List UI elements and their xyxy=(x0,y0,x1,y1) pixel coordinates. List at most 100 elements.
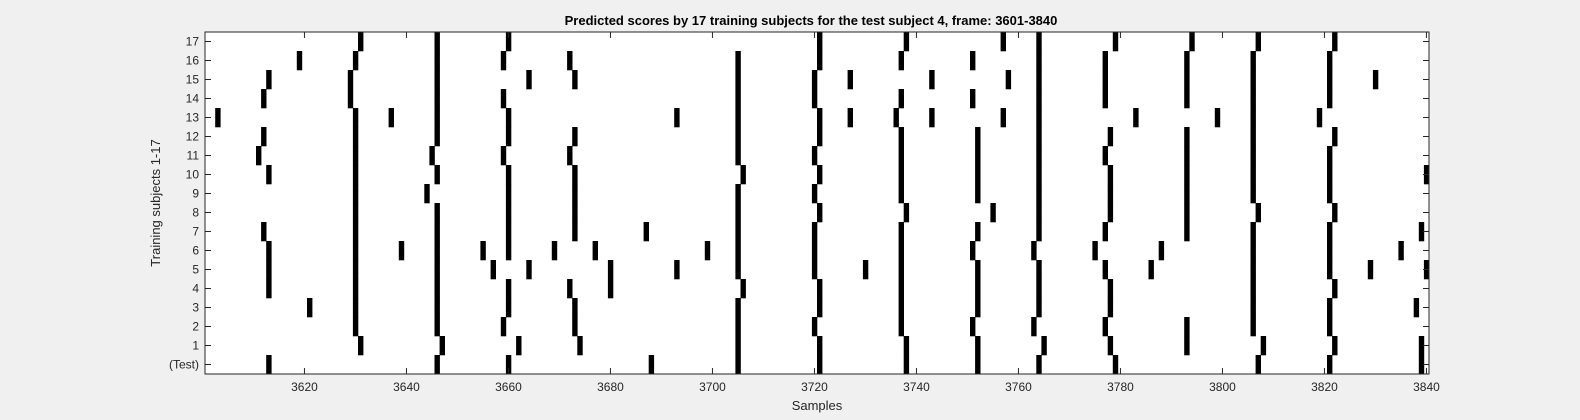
cell-row-9-1 xyxy=(424,184,430,204)
cell-row-10-11 xyxy=(1184,165,1190,185)
cell-row-9-2 xyxy=(505,184,512,204)
cell-row-11-11 xyxy=(1184,146,1190,166)
cell-row-8-7 xyxy=(990,203,996,223)
cell-row-5-10 xyxy=(898,260,904,280)
cell-row-6-12 xyxy=(970,241,976,261)
y-tick-label-5: 5 xyxy=(192,263,199,277)
cell-row-4-5 xyxy=(607,279,614,299)
cell-row-0-3 xyxy=(648,355,655,375)
cell-row-2-11 xyxy=(1250,317,1256,337)
y-tick-label-2: 2 xyxy=(192,320,199,334)
cell-row-16-10 xyxy=(1102,51,1108,71)
cell-row-4-10 xyxy=(1036,279,1042,299)
cell-row-6-3 xyxy=(434,241,440,261)
y-tick-label-9: 9 xyxy=(192,187,199,201)
y-tick-label-3: 3 xyxy=(192,301,199,315)
cell-row-9-9 xyxy=(1107,184,1114,204)
cell-row-17-9 xyxy=(1255,32,1261,52)
cell-row-10-1 xyxy=(352,165,359,185)
cell-row-1-9 xyxy=(1107,336,1114,356)
cell-row-6-16 xyxy=(1250,241,1256,261)
cell-row-16-12 xyxy=(1250,51,1256,71)
cell-row-9-0 xyxy=(352,184,359,204)
y-tick-label-17: 17 xyxy=(186,35,200,49)
cell-row-13-11 xyxy=(1000,108,1006,128)
cell-row-12-7 xyxy=(898,127,904,147)
cell-row-15-6 xyxy=(811,70,818,90)
cell-row-12-8 xyxy=(975,127,981,147)
cell-row-5-4 xyxy=(526,260,532,280)
cell-row-11-2 xyxy=(429,146,435,166)
y-tick-label-10: 10 xyxy=(186,168,200,182)
cell-row-16-1 xyxy=(352,51,359,71)
cell-row-10-5 xyxy=(740,165,746,185)
cell-row-12-5 xyxy=(735,127,741,147)
cell-row-2-6 xyxy=(898,317,904,337)
cell-row-9-11 xyxy=(1250,184,1256,204)
cell-row-6-14 xyxy=(1092,241,1098,261)
cell-row-1-8 xyxy=(1041,336,1047,356)
cell-row-7-15 xyxy=(1418,222,1425,242)
cell-row-6-0 xyxy=(266,241,272,261)
cell-row-12-0 xyxy=(261,127,267,147)
cell-row-5-12 xyxy=(1036,260,1042,280)
cell-row-10-6 xyxy=(817,165,823,185)
cell-row-6-7 xyxy=(592,241,598,261)
cell-row-12-11 xyxy=(1184,127,1190,147)
cell-row-1-5 xyxy=(817,336,823,356)
cell-row-2-1 xyxy=(434,317,440,337)
cell-row-2-8 xyxy=(1031,317,1037,337)
x-axis: 3620 3640 3660 3680 3700 3720 3740 3760 3780 3800… xyxy=(291,32,1440,394)
cell-row-16-5 xyxy=(735,51,741,71)
cell-row-7-2 xyxy=(434,222,440,242)
cell-row-9-10 xyxy=(1184,184,1190,204)
cell-row-13-6 xyxy=(735,108,741,128)
y-tick-label-14: 14 xyxy=(186,92,200,106)
cell-row-5-6 xyxy=(674,260,680,280)
cell-row-11-10 xyxy=(1102,146,1108,166)
cell-row-0-6 xyxy=(903,355,910,375)
cell-row-13-4 xyxy=(505,108,512,128)
cell-row-1-4 xyxy=(735,336,741,356)
cell-row-4-0 xyxy=(266,279,272,299)
cell-row-14-3 xyxy=(500,89,507,109)
cell-row-1-11 xyxy=(1260,336,1267,356)
cell-row-4-6 xyxy=(740,279,746,299)
x-tick-label-1: 3640 xyxy=(393,380,420,394)
cell-row-10-2 xyxy=(434,165,440,185)
cell-row-15-2 xyxy=(434,70,440,90)
cell-row-1-7 xyxy=(975,336,981,356)
x-tick-label-2: 3660 xyxy=(495,380,522,394)
cell-row-6-8 xyxy=(704,241,711,261)
y-tick-label-4: 4 xyxy=(192,282,199,296)
cell-row-0-1 xyxy=(434,355,440,375)
cell-row-12-12 xyxy=(1250,127,1256,147)
cell-row-5-2 xyxy=(434,260,440,280)
cell-row-3-4 xyxy=(572,298,578,318)
x-tick-label-7: 3760 xyxy=(1005,380,1032,394)
cell-row-9-7 xyxy=(975,184,981,204)
cell-row-11-13 xyxy=(1327,146,1333,166)
cell-row-17-7 xyxy=(1112,32,1119,52)
cell-row-14-1 xyxy=(347,89,354,109)
cell-row-7-10 xyxy=(1036,222,1042,242)
cell-row-7-4 xyxy=(572,222,578,242)
cell-row-13-14 xyxy=(1214,108,1221,128)
cell-row-8-1 xyxy=(434,203,440,223)
cell-row-5-14 xyxy=(1148,260,1154,280)
cell-row-1-1 xyxy=(439,336,445,356)
cell-row-11-6 xyxy=(811,146,818,166)
cell-row-17-3 xyxy=(817,32,823,52)
cell-row-13-16 xyxy=(1316,108,1323,128)
cell-row-16-0 xyxy=(296,51,303,71)
cell-row-9-5 xyxy=(811,184,818,204)
cell-row-10-4 xyxy=(572,165,578,185)
cell-row-17-4 xyxy=(903,32,910,52)
cell-row-4-2 xyxy=(434,279,440,299)
cell-row-13-7 xyxy=(817,108,823,128)
cell-row-15-3 xyxy=(526,70,532,90)
cell-row-14-7 xyxy=(970,89,976,109)
cell-row-14-6 xyxy=(898,89,904,109)
cell-row-12-3 xyxy=(505,127,512,147)
